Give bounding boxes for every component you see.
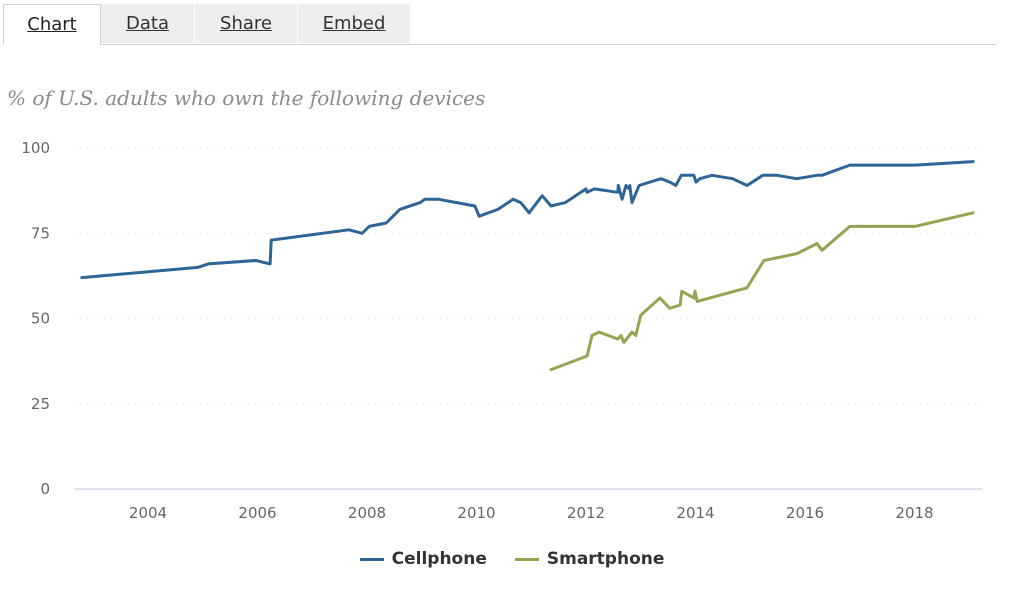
series-line-cellphone[interactable] — [80, 160, 975, 280]
y-tick-label: 50 — [31, 310, 50, 328]
gridlines — [75, 147, 982, 490]
y-tick-label: 25 — [31, 395, 50, 413]
x-tick-label: 2016 — [786, 504, 824, 522]
x-tick-label: 2018 — [895, 504, 933, 522]
legend-label-smartphone: Smartphone — [546, 549, 665, 569]
y-tick-label: 75 — [31, 224, 50, 242]
x-axis-ticks: 2004 2006 2008 2010 2012 2014 2016 2018 — [129, 504, 934, 522]
legend-item-cellphone[interactable]: Cellphone — [359, 549, 487, 569]
tab-bar: Chart Data Share Embed — [3, 4, 997, 45]
series-line-smartphone[interactable] — [549, 211, 975, 372]
legend-label-cellphone: Cellphone — [391, 549, 487, 569]
series-lines — [80, 160, 975, 372]
x-tick-label: 2010 — [457, 504, 495, 522]
x-tick-label: 2012 — [567, 504, 605, 522]
chart-title: % of U.S. adults who own the following d… — [7, 86, 486, 110]
y-axis-ticks: 0 25 50 75 100 — [21, 139, 50, 498]
x-tick-label: 2014 — [676, 504, 714, 522]
y-tick-label: 100 — [21, 139, 50, 157]
x-tick-label: 2006 — [238, 504, 276, 522]
tab-share[interactable]: Share — [195, 4, 298, 43]
legend: Cellphone Smartphone — [0, 549, 1024, 569]
legend-item-smartphone[interactable]: Smartphone — [514, 549, 665, 569]
x-tick-label: 2008 — [348, 504, 386, 522]
smartphone-swatch — [514, 557, 539, 561]
tab-embed[interactable]: Embed — [298, 4, 411, 43]
tab-data[interactable]: Data — [101, 4, 195, 43]
tab-chart[interactable]: Chart — [3, 4, 101, 45]
cellphone-swatch — [359, 557, 384, 561]
x-tick-label: 2004 — [129, 504, 167, 522]
y-tick-label: 0 — [40, 480, 50, 498]
